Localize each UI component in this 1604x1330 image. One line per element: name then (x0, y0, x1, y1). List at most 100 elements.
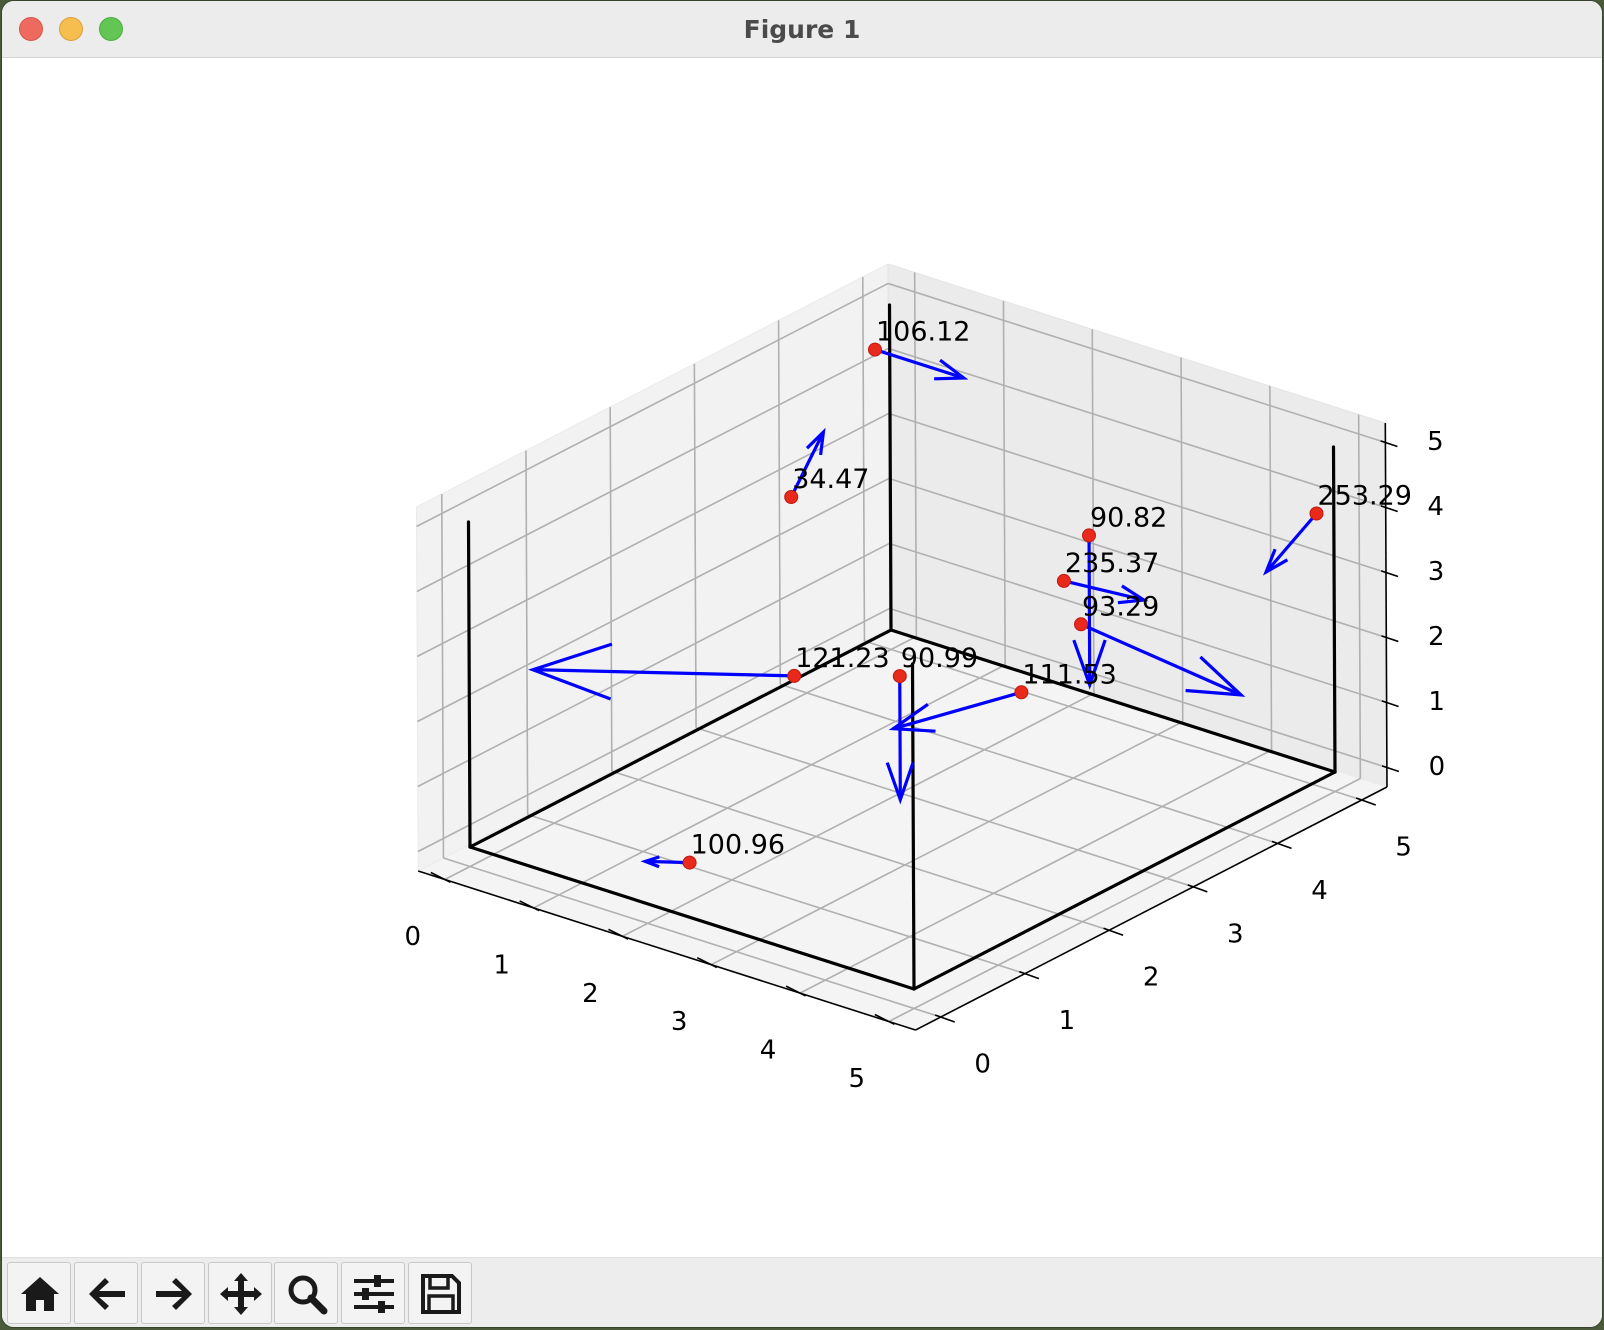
maximize-button[interactable] (99, 17, 123, 41)
grid-back-z (889, 542, 1387, 704)
z-tick (1381, 635, 1399, 643)
save-button[interactable] (408, 1262, 472, 1324)
y-tick (1019, 970, 1040, 980)
scatter-point (1082, 528, 1096, 543)
grid-back-x (1091, 329, 1095, 694)
quiver-shaft (898, 676, 902, 800)
quiver-head (640, 855, 660, 869)
grid-floor-y (695, 727, 1194, 888)
y-tick (1271, 840, 1292, 850)
quiver-shaft (892, 690, 1022, 731)
x-tick-label: 4 (760, 1036, 777, 1066)
quiver-head (528, 642, 613, 701)
frame-line (468, 845, 916, 991)
scatter-point (1309, 506, 1324, 521)
point-value-label: 111.53 (1022, 659, 1116, 690)
grid-floor-y (864, 640, 1362, 801)
frame-line (468, 628, 893, 849)
scatter-point (1056, 573, 1071, 588)
grid-left-y (609, 407, 613, 772)
grid-left-z (417, 477, 890, 723)
plot-3d: 0 1 2 3 4 5 0 1 2 3 4 5 0 1 2 3 4 5 106.12 34.47 253.29 90.8… (405, 263, 1445, 1094)
x-tick (874, 1013, 895, 1026)
forward-button[interactable] (141, 1262, 205, 1324)
figure-canvas[interactable]: 0 1 2 3 4 5 0 1 2 3 4 5 0 1 2 3 4 5 106.12 34.47 253.29 90.8… (2, 58, 1602, 1257)
arrow-right-icon (156, 1278, 192, 1310)
y-tick (1355, 797, 1376, 806)
scatter-point (784, 490, 799, 504)
quiver-shaft (532, 668, 795, 678)
grid-floor-x (888, 777, 1361, 1023)
x-tick-label: 2 (582, 979, 599, 1009)
z-tick-label: 2 (1428, 622, 1445, 652)
point-value-label: 253.29 (1318, 481, 1412, 512)
grid-left-z (416, 412, 890, 658)
frame-lines (466, 303, 1337, 991)
minimize-button[interactable] (59, 17, 83, 41)
point-labels: 106.12 34.47 253.29 90.82 235.37 93.29 90.99 11… (691, 317, 1412, 861)
x-tick (430, 871, 451, 884)
x-tick-label: 0 (405, 922, 422, 952)
grid-left-y (440, 493, 445, 858)
grid-left-y (525, 450, 529, 815)
quiver-shaft (645, 859, 690, 865)
grid-floor-x (622, 692, 1095, 938)
quiver-head (1262, 548, 1289, 576)
grid-floor-x (444, 635, 917, 881)
z-tick-label: 3 (1428, 557, 1445, 587)
close-button[interactable] (19, 17, 43, 41)
back-button[interactable] (74, 1262, 138, 1324)
quiver-shaft (1087, 535, 1092, 685)
grid-left-z (417, 542, 890, 788)
y-tick-label: 3 (1227, 919, 1244, 949)
frame-line (910, 662, 916, 991)
quiver-head (1117, 584, 1149, 605)
point-value-label: 121.23 (795, 643, 889, 674)
quiver-head (934, 358, 969, 381)
pan-button[interactable] (208, 1262, 272, 1324)
grid-back-z (888, 412, 1387, 574)
grid-back-z (887, 282, 1386, 444)
grid-floor-y (780, 683, 1278, 845)
frame-line (912, 770, 1337, 991)
point-value-label: 100.96 (691, 830, 785, 861)
y-axis-line (915, 786, 1388, 1031)
frame-line (1331, 445, 1337, 774)
point-value-label: 235.37 (1065, 548, 1159, 579)
home-icon (21, 1277, 59, 1311)
y-tick (1103, 927, 1124, 936)
scatter-point (1014, 685, 1029, 700)
y-tick (1187, 884, 1208, 893)
grid-back-z (889, 607, 1388, 769)
x-tick-label: 5 (849, 1064, 866, 1094)
home-button[interactable] (7, 1262, 71, 1324)
zoom-button[interactable] (274, 1262, 338, 1324)
x-tick-label: 3 (671, 1007, 688, 1037)
configure-subplots-button[interactable] (341, 1262, 405, 1324)
point-value-label: 93.29 (1082, 591, 1159, 622)
quiver-head (885, 761, 915, 805)
x-tick-label: 1 (493, 950, 510, 980)
y-tick-label: 0 (974, 1050, 991, 1080)
x-tick (696, 957, 718, 969)
z-tick (1380, 570, 1399, 578)
x-tick (608, 928, 629, 940)
grid-floor-x (710, 720, 1184, 966)
frame-line (887, 303, 893, 632)
scatter-point (868, 342, 882, 357)
title-bar: Figure 1 (2, 1, 1602, 58)
grid-back-x (1357, 414, 1362, 779)
quiver-arrows (528, 348, 1318, 869)
quiver-head (1185, 655, 1246, 697)
y-tick-label: 5 (1395, 833, 1412, 863)
z-tick (1380, 440, 1398, 448)
grid-left-z (417, 607, 890, 853)
point-value-label: 90.82 (1090, 502, 1167, 533)
y-tick-label: 1 (1059, 1006, 1076, 1036)
point-value-label: 90.99 (901, 643, 978, 674)
navigation-toolbar (2, 1257, 1602, 1327)
scatter-point (892, 669, 907, 684)
quiver-shaft (789, 431, 825, 498)
x-tick (519, 900, 540, 912)
